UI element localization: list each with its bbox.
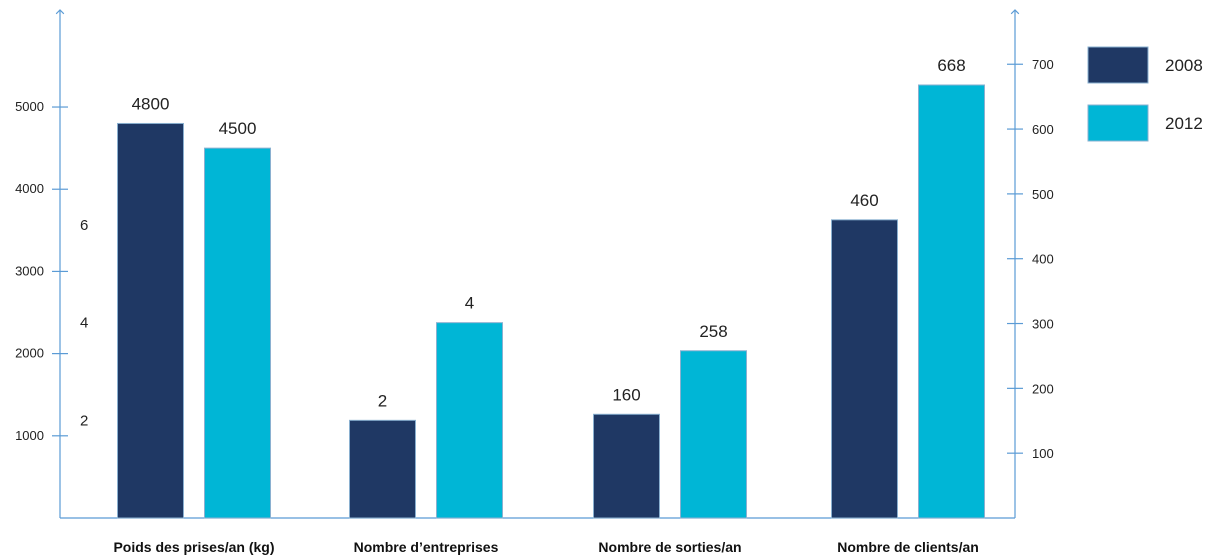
left-inner-axis-ticks: 2 4 6: [80, 217, 88, 429]
right-tick-label: 100: [1032, 446, 1054, 461]
value-label-2008-4: 460: [850, 191, 878, 210]
value-label-2008-2: 2: [378, 391, 387, 410]
right-tick-label: 700: [1032, 57, 1054, 72]
category-label: Poids des prises/an (kg): [113, 539, 274, 555]
bars: 4800 4500 2 4 160 258 460 668: [117, 56, 985, 519]
legend-label-2012: 2012: [1165, 114, 1203, 133]
left-outer-tick-label: 1000: [15, 428, 44, 443]
left-outer-tick-label: 3000: [15, 263, 44, 278]
bar-2012-1: [204, 147, 271, 519]
left-inner-tick-label: 2: [80, 412, 88, 429]
right-tick-label: 500: [1032, 187, 1054, 202]
legend-label-2008: 2008: [1165, 56, 1203, 75]
bar-2012-2: [436, 322, 503, 519]
right-tick-label: 400: [1032, 252, 1054, 267]
right-tick-label: 200: [1032, 381, 1054, 396]
right-axis-ticks: 100 200 300 400 500 600 700: [1007, 57, 1054, 461]
bar-2012-4: [918, 84, 985, 519]
value-label-2008-3: 160: [612, 385, 640, 404]
legend-swatch-2012: [1087, 104, 1149, 142]
left-inner-tick-label: 6: [80, 217, 88, 234]
bar-2008-4: [831, 219, 898, 519]
legend: 2008 2012: [1087, 46, 1203, 142]
left-outer-axis-ticks: 1000 2000 3000 4000 5000: [15, 99, 68, 443]
value-label-2012-2: 4: [465, 294, 474, 313]
value-label-2012-4: 668: [937, 56, 965, 75]
category-label: Nombre de clients/an: [837, 539, 979, 555]
legend-swatch-2008: [1087, 46, 1149, 84]
category-label: Nombre de sorties/an: [598, 539, 741, 555]
value-label-2012-1: 4500: [219, 119, 257, 138]
left-inner-tick-label: 4: [80, 315, 88, 332]
category-labels: Poids des prises/an (kg) Nombre d’entrepr…: [113, 539, 978, 555]
bar-2012-3: [680, 350, 747, 519]
left-outer-tick-label: 4000: [15, 181, 44, 196]
value-label-2008-1: 4800: [132, 94, 170, 113]
value-label-2012-3: 258: [699, 322, 727, 341]
right-tick-label: 300: [1032, 317, 1054, 332]
category-label: Nombre d’entreprises: [354, 539, 499, 555]
bar-2008-1: [117, 122, 184, 519]
left-outer-tick-label: 2000: [15, 346, 44, 361]
bar-2008-2: [349, 419, 416, 519]
bar-2008-3: [593, 413, 660, 519]
left-outer-tick-label: 5000: [15, 99, 44, 114]
right-tick-label: 600: [1032, 122, 1054, 137]
